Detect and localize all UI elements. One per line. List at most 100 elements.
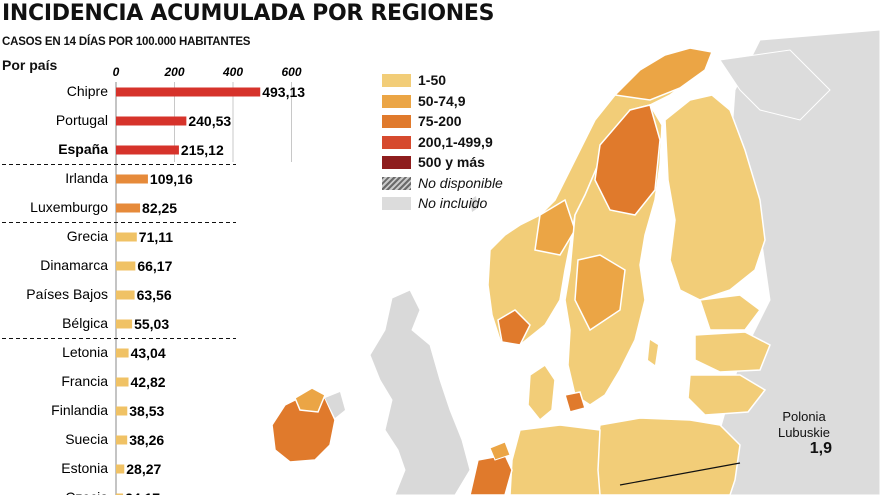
value-label: 28,27 (126, 461, 161, 477)
map-northern-ireland (325, 392, 345, 418)
bar (116, 174, 148, 184)
bar (116, 464, 125, 474)
section-label: Por país (2, 57, 58, 73)
bar (116, 493, 124, 495)
bar-chart: 0 200 400 600 Chipre 493,13 Portugal 240,53 Espa… (2, 65, 305, 495)
map-russia-kola (719, 49, 831, 121)
category-label: Finlandia (51, 402, 108, 418)
legend-item: 50-74,9 (382, 93, 582, 114)
map-shetland (470, 196, 478, 212)
callout-value: 1,9 (809, 440, 832, 457)
legend-label: 50-74,9 (418, 92, 466, 109)
legend-item: 75-200 (382, 113, 582, 134)
value-label: 493,13 (262, 84, 305, 100)
bar (116, 406, 128, 416)
category-label: Chipre (67, 83, 108, 99)
legend-label: 500 y más (418, 154, 485, 170)
legend-item: 500 y más (382, 154, 582, 175)
category-label: Francia (61, 373, 108, 389)
map-denmark (527, 363, 556, 422)
legend-swatch (382, 115, 411, 128)
value-label: 55,03 (134, 316, 169, 332)
value-label: 71,11 (139, 229, 173, 245)
bar (116, 87, 261, 97)
value-label: 63,56 (137, 287, 172, 303)
legend-swatch (382, 74, 411, 87)
category-label: Luxemburgo (30, 199, 108, 215)
category-label: Portugal (56, 112, 108, 128)
x-tick-label: 200 (163, 65, 184, 79)
value-label: 42,82 (131, 374, 166, 390)
map-denmark-zealand (564, 391, 586, 413)
legend-item: No disponible (382, 175, 582, 196)
map-germany (509, 424, 601, 495)
category-label: Países Bajos (26, 286, 108, 302)
legend-item: No incluido (382, 195, 582, 216)
value-label: 66,17 (137, 258, 172, 274)
bar (116, 377, 129, 387)
bar (116, 203, 141, 213)
page-title: INCIDENCIA ACUMULADA POR REGIONES (2, 1, 495, 26)
bar (116, 145, 179, 155)
bar (116, 261, 136, 271)
legend-label: No incluido (418, 195, 488, 211)
category-label: Estonia (61, 460, 108, 476)
map-callout: Polonia Lubuskie 1,9 (754, 409, 854, 457)
legend-item: 1-50 (382, 72, 582, 93)
category-label: España (58, 141, 108, 157)
legend-item: 200,1-499,9 (382, 134, 582, 155)
legend-label: No disponible (418, 174, 503, 191)
map-legend: 1-50 50-74,9 75-200 200,1-499,9 500 y má… (382, 72, 582, 216)
page-subtitle: CASOS EN 14 DÍAS POR 100.000 HABITANTES (2, 36, 251, 48)
map-sweden-central (574, 254, 626, 332)
bar (116, 348, 129, 358)
value-label: 24,17 (125, 490, 160, 495)
bar (116, 319, 133, 329)
legend-label: 1-50 (418, 72, 447, 88)
map-estonia (698, 294, 762, 331)
callout-line (619, 462, 741, 486)
value-label: 38,53 (129, 403, 164, 419)
map-gotland (648, 340, 658, 365)
map-finland (664, 94, 766, 301)
category-label: Dinamarca (40, 257, 108, 273)
category-label: Letonia (62, 344, 108, 360)
legend-swatch (382, 156, 411, 169)
map-norway-west (534, 198, 576, 256)
legend-swatch (382, 135, 411, 149)
callout-region: Lubuskie (777, 425, 831, 440)
bar (116, 116, 187, 126)
category-label: Czecia (65, 489, 108, 495)
value-label: 109,16 (150, 171, 193, 187)
map-sweden-norrbotten (594, 104, 661, 216)
map-great-britain (369, 289, 471, 495)
map-norway (487, 47, 714, 346)
map-ireland-north (294, 387, 326, 413)
legend-label: 200,1-499,9 (418, 133, 493, 150)
category-label: Grecia (67, 228, 108, 244)
map-netherlands-north (489, 441, 511, 461)
map-poland (594, 417, 741, 495)
legend-swatch (382, 94, 411, 108)
legend-swatch (382, 176, 411, 190)
legend-label: 75-200 (418, 113, 462, 129)
map-lithuania (687, 374, 767, 416)
category-label: Suecia (65, 431, 108, 447)
value-label: 82,25 (142, 200, 177, 216)
map-netherlands (469, 454, 513, 495)
x-tick-label: 0 (113, 65, 120, 79)
bar (116, 232, 137, 242)
value-label: 38,26 (129, 432, 164, 448)
x-tick-label: 400 (222, 65, 243, 79)
bar (116, 435, 128, 445)
map-norway-southwest (497, 309, 531, 346)
bar (116, 290, 135, 300)
category-label: Irlanda (65, 170, 108, 186)
legend-swatch (382, 197, 411, 210)
map-norway-north (613, 47, 714, 101)
value-label: 215,12 (181, 142, 224, 158)
callout-country: Polonia (782, 409, 826, 424)
map-latvia (694, 331, 771, 373)
x-tick-label: 600 (281, 65, 301, 79)
